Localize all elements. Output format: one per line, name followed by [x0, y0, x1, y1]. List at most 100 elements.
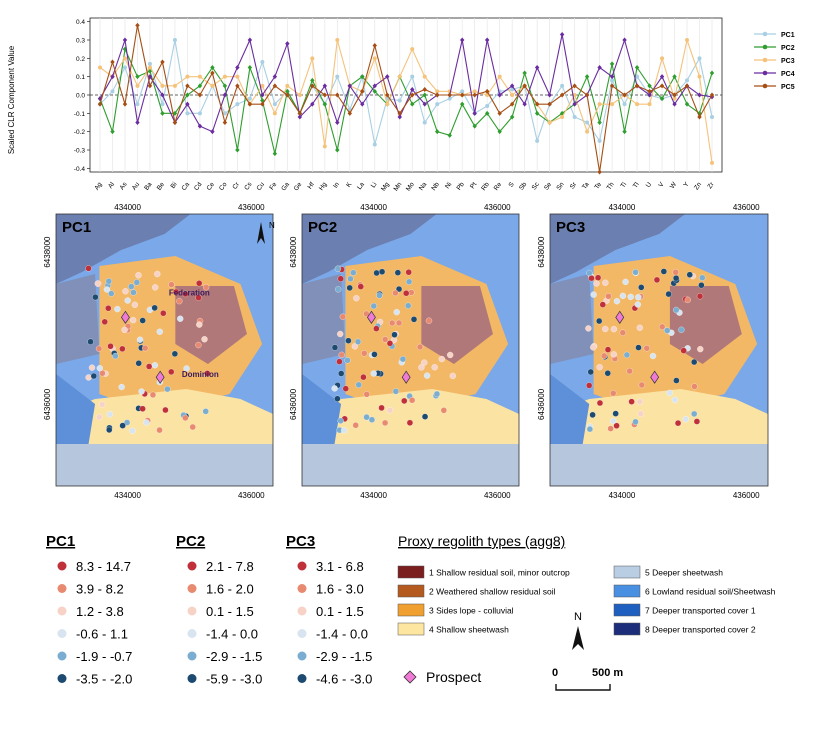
sample-point: [672, 269, 679, 276]
x-tick-top: 436000: [733, 203, 760, 212]
sample-point: [168, 281, 175, 288]
sample-point: [189, 423, 196, 431]
sample-point: [338, 370, 345, 377]
sample-point: [128, 283, 135, 290]
data-point: [647, 83, 652, 89]
sample-point: [619, 329, 626, 336]
data-point: [160, 59, 165, 65]
pc-legend-label: 0.1 - 1.5: [206, 604, 254, 619]
data-point: [372, 88, 377, 94]
sample-point: [152, 284, 159, 291]
sample-point: [171, 350, 179, 357]
sample-point: [355, 381, 362, 388]
data-point: [322, 144, 327, 149]
pc-legend-title: PC2: [176, 533, 205, 550]
data-point: [435, 102, 440, 107]
zone-deep-cover: [550, 214, 686, 284]
data-point: [547, 101, 552, 107]
sample-point: [587, 368, 594, 376]
data-point: [647, 102, 652, 107]
data-point: [272, 151, 278, 157]
sample-point: [119, 345, 126, 353]
data-point: [197, 92, 203, 98]
data-point: [122, 101, 128, 107]
sample-point: [121, 326, 128, 333]
sample-point: [392, 289, 399, 297]
sample-point: [604, 346, 612, 353]
legend-label: PC3: [781, 58, 795, 65]
sample-point: [596, 399, 604, 407]
data-point: [335, 120, 340, 125]
data-point: [635, 74, 640, 79]
sample-point: [143, 419, 150, 426]
sample-point: [201, 336, 208, 343]
data-point: [360, 88, 365, 94]
data-point: [422, 87, 427, 92]
sample-point: [204, 370, 211, 377]
sample-point: [619, 292, 627, 300]
x-tick-label: Fe: [268, 181, 278, 192]
data-point: [522, 101, 527, 107]
sample-point: [339, 313, 346, 320]
sample-point: [123, 419, 131, 426]
sample-point: [105, 305, 112, 312]
x-tick-top: 436000: [484, 203, 511, 212]
sample-point: [114, 305, 121, 313]
x-tick-label: As: [119, 181, 130, 192]
sample-point: [334, 265, 342, 272]
data-point: [397, 114, 402, 120]
sample-point: [395, 319, 403, 327]
sample-point: [610, 351, 617, 358]
data-point: [422, 92, 427, 98]
data-point: [584, 92, 590, 98]
x-tick-label: Co: [218, 181, 229, 192]
x-tick-label: Tl: [632, 181, 641, 190]
regolith-swatch: [397, 622, 425, 636]
sample-point: [673, 377, 680, 384]
data-point: [447, 96, 452, 101]
regolith-label: 2 Weathered shallow residual soil: [429, 587, 556, 597]
data-point: [435, 89, 440, 94]
pc-legend-dot: [57, 584, 67, 593]
sample-point: [440, 407, 447, 414]
x-tick-label: Re: [493, 181, 504, 192]
x-tick-label: Cr: [231, 180, 241, 190]
data-point: [185, 74, 190, 79]
x-tick-label: S: [508, 181, 517, 189]
data-point: [610, 78, 615, 83]
legend-marker: [762, 44, 768, 50]
pc-legend-label: 1.2 - 3.8: [76, 604, 124, 619]
sample-point: [376, 292, 383, 299]
sample-point: [691, 383, 698, 390]
series-line-pc1: [99, 39, 713, 145]
sample-point: [130, 289, 137, 296]
x-tick-label: Y: [682, 181, 691, 189]
sample-point: [119, 422, 126, 429]
sample-point: [632, 418, 639, 426]
data-point: [110, 59, 115, 65]
data-point: [572, 83, 577, 89]
sample-point: [131, 301, 139, 308]
sample-point: [334, 395, 341, 402]
data-point: [460, 37, 465, 43]
pc-legend-label: -1.9 - -0.7: [76, 649, 132, 664]
y-tick-label: 0.2: [76, 56, 85, 63]
sample-point: [653, 276, 661, 284]
sample-point: [406, 419, 414, 426]
sample-point: [196, 280, 203, 287]
sample-point: [593, 280, 600, 287]
series-line-pc4: [99, 34, 713, 133]
sample-point: [135, 272, 142, 279]
sample-point: [691, 358, 698, 366]
data-point: [447, 132, 452, 138]
data-point: [297, 93, 302, 97]
regolith-label: 6 Lowland residual soil/Sheetwash: [645, 587, 776, 597]
sample-point: [589, 411, 596, 419]
pc-legend-label: -4.6 - -3.0: [316, 672, 372, 687]
sample-point: [85, 374, 92, 381]
sample-point: [139, 405, 146, 412]
x-tick-label: Be: [156, 181, 167, 192]
data-point: [460, 101, 465, 107]
sample-point: [156, 328, 163, 335]
data-point: [435, 129, 440, 135]
